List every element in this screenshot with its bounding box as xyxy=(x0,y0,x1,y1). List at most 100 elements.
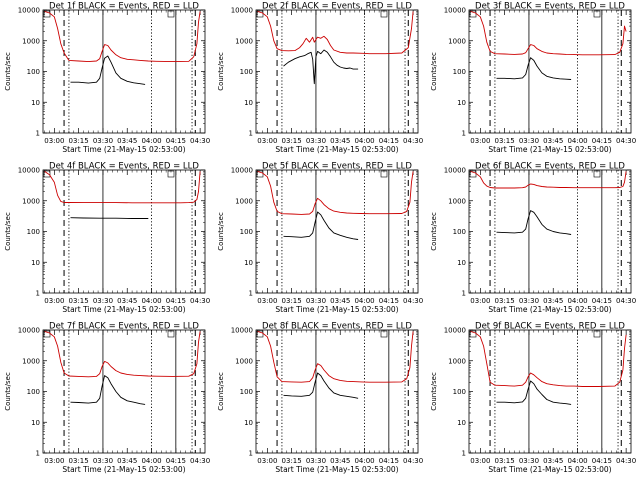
events-series-line xyxy=(70,217,149,219)
detector-panel-9: Det 9f BLACK = Events, RED = LLD 1 10 100 10… xyxy=(430,322,636,475)
lld-series-line xyxy=(470,170,627,189)
x-tick-label: 04:00 xyxy=(141,457,161,465)
y-tick-label: 1000 xyxy=(235,197,253,205)
y-tick-label: 1000 xyxy=(235,37,253,45)
y-tick-label: 1 xyxy=(462,290,466,298)
x-tick-label: 04:30 xyxy=(190,457,210,465)
panel-title: Det 7f BLACK = Events, RED = LLD xyxy=(49,322,199,332)
panel-title: Det 1f BLACK = Events, RED = LLD xyxy=(49,2,199,12)
x-tick-label: 03:30 xyxy=(306,457,326,465)
y-tick-label: 1000 xyxy=(22,37,40,45)
lld-series-line xyxy=(44,171,201,204)
y-tick-label: 10000 xyxy=(231,167,253,175)
x-tick-label: 03:45 xyxy=(117,297,137,305)
x-axis-label: Start Time (21-May-15 02:53:00) xyxy=(275,305,398,314)
x-tick-label: 04:00 xyxy=(141,297,161,305)
detector-panel-6: Det 6f BLACK = Events, RED = LLD 1 10 100 10… xyxy=(430,162,636,315)
x-axis-label: Start Time (21-May-15 02:53:00) xyxy=(488,145,611,154)
y-axis-label: Counts/sec xyxy=(217,212,225,251)
detector-panel-4: Det 4f BLACK = Events, RED = LLD 1 10 100 10… xyxy=(4,162,210,315)
x-tick-label: 03:15 xyxy=(282,137,302,145)
corner-marker-left xyxy=(256,10,264,18)
lld-series-line xyxy=(257,330,414,383)
y-tick-label: 10000 xyxy=(444,167,466,175)
y-tick-label: 1 xyxy=(249,130,253,138)
x-tick-label: 04:00 xyxy=(567,457,587,465)
y-tick-label: 1000 xyxy=(448,197,466,205)
plot-frame xyxy=(42,9,206,134)
x-tick-label: 03:45 xyxy=(117,457,137,465)
x-axis-label: Start Time (21-May-15 02:53:00) xyxy=(62,305,185,314)
x-tick-label: 04:15 xyxy=(592,457,612,465)
plot-frame xyxy=(468,169,632,294)
events-series-line xyxy=(496,57,572,80)
y-axis-label: Counts/sec xyxy=(4,212,12,251)
x-tick-label: 04:30 xyxy=(403,297,423,305)
lld-series-line xyxy=(44,10,201,63)
y-tick-label: 1000 xyxy=(448,357,466,365)
corner-marker-right xyxy=(593,170,601,178)
x-axis-label: Start Time (21-May-15 02:53:00) xyxy=(488,305,611,314)
x-tick-label: 04:15 xyxy=(592,137,612,145)
x-tick-label: 03:30 xyxy=(93,457,113,465)
panel-title: Det 6f BLACK = Events, RED = LLD xyxy=(475,162,625,172)
y-axis-label: Counts/sec xyxy=(430,52,438,91)
y-tick-label: 10000 xyxy=(231,7,253,15)
y-tick-label: 1000 xyxy=(22,357,40,365)
x-tick-label: 03:00 xyxy=(257,137,277,145)
plot-frame xyxy=(42,169,206,294)
x-tick-label: 03:15 xyxy=(69,297,89,305)
y-tick-label: 1 xyxy=(249,450,253,458)
plot-frame xyxy=(255,329,419,454)
events-series-line xyxy=(70,375,146,405)
x-tick-label: 03:00 xyxy=(470,457,490,465)
x-tick-label: 03:15 xyxy=(495,457,515,465)
x-tick-label: 04:00 xyxy=(567,297,587,305)
x-tick-label: 04:15 xyxy=(166,457,186,465)
y-tick-label: 1000 xyxy=(22,197,40,205)
x-tick-label: 03:45 xyxy=(330,297,350,305)
panel-title: Det 5f BLACK = Events, RED = LLD xyxy=(262,162,412,172)
y-tick-label: 10 xyxy=(31,99,40,107)
x-tick-label: 04:15 xyxy=(379,137,399,145)
panel-title: Det 3f BLACK = Events, RED = LLD xyxy=(475,2,625,12)
events-series-line xyxy=(283,372,359,399)
x-tick-label: 03:15 xyxy=(495,137,515,145)
corner-marker-right xyxy=(167,170,175,178)
detector-panel-5: Det 5f BLACK = Events, RED = LLD 1 10 100 10… xyxy=(217,162,423,315)
x-tick-label: 03:00 xyxy=(257,297,277,305)
y-tick-label: 10 xyxy=(31,259,40,267)
y-tick-label: 1 xyxy=(462,450,466,458)
plot-frame xyxy=(468,9,632,134)
y-tick-label: 10 xyxy=(244,99,253,107)
y-axis-label: Counts/sec xyxy=(217,52,225,91)
x-axis-label: Start Time (21-May-15 02:53:00) xyxy=(275,145,398,154)
x-tick-label: 03:45 xyxy=(543,457,563,465)
x-tick-label: 04:00 xyxy=(354,457,374,465)
x-tick-label: 04:00 xyxy=(567,137,587,145)
corner-marker-right xyxy=(593,10,601,18)
x-tick-label: 03:15 xyxy=(282,457,302,465)
x-tick-label: 04:00 xyxy=(141,137,161,145)
x-tick-label: 03:45 xyxy=(330,457,350,465)
y-tick-label: 10 xyxy=(457,419,466,427)
y-tick-label: 1000 xyxy=(448,37,466,45)
y-tick-label: 1000 xyxy=(235,357,253,365)
corner-marker-right xyxy=(380,330,388,338)
y-tick-label: 100 xyxy=(453,228,466,236)
detector-panel-2: Det 2f BLACK = Events, RED = LLD 1 10 100 10… xyxy=(217,2,423,155)
lld-series-line xyxy=(257,10,414,55)
y-tick-label: 1 xyxy=(249,290,253,298)
x-tick-label: 03:00 xyxy=(44,297,64,305)
events-series-line xyxy=(496,210,572,235)
lld-series-line xyxy=(257,170,414,215)
y-tick-label: 10000 xyxy=(18,167,40,175)
y-tick-label: 100 xyxy=(453,388,466,396)
x-tick-label: 03:45 xyxy=(543,297,563,305)
x-tick-label: 04:30 xyxy=(190,297,210,305)
panel-title: Det 2f BLACK = Events, RED = LLD xyxy=(262,2,412,12)
y-axis-label: Counts/sec xyxy=(217,372,225,411)
x-tick-label: 03:15 xyxy=(282,297,302,305)
